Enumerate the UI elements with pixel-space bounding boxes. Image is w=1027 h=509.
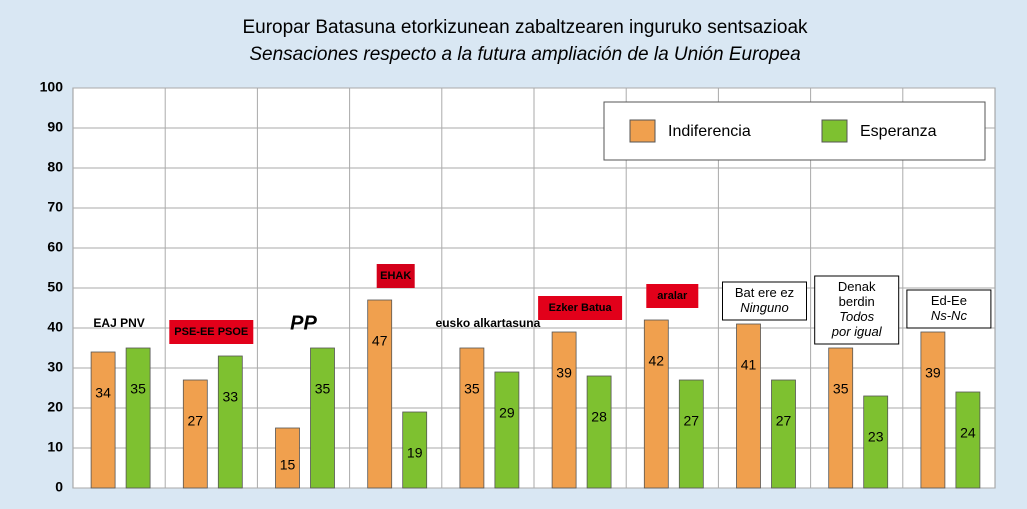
bar: [402, 411, 428, 489]
category-logo-bg: [169, 320, 254, 344]
category-logo-bg: [538, 296, 623, 320]
value-label: 42: [649, 353, 665, 369]
value-label: 47: [372, 333, 388, 349]
bar: [310, 347, 335, 489]
bar: [920, 331, 946, 489]
value-label: 24: [960, 425, 976, 441]
bar: [551, 331, 577, 489]
value-label: 27: [188, 413, 204, 429]
category-label: Ninguno: [740, 300, 788, 315]
value-label: 35: [833, 381, 849, 397]
bar: [736, 323, 761, 489]
category-label: Ns-Nc: [931, 308, 968, 323]
bar: [459, 347, 485, 489]
value-label: 27: [776, 413, 792, 429]
y-tick-label: 10: [47, 439, 63, 455]
category-logo: Ezker Batua: [549, 302, 613, 314]
value-label: 15: [280, 457, 296, 473]
category-logo: PSE-EE PSOE: [174, 326, 248, 338]
chart-subtitle: Sensaciones respecto a la futura ampliac…: [249, 44, 800, 65]
category-logo: aralar: [657, 290, 688, 302]
category-box: [814, 275, 900, 345]
bar: [275, 427, 300, 489]
category-logo-bg: [646, 284, 699, 308]
bar: [863, 395, 889, 489]
legend-swatch: [629, 119, 656, 143]
bar: [217, 355, 243, 489]
category-logo-bg: [376, 264, 415, 288]
bar: [771, 379, 796, 489]
category-label: berdin: [839, 294, 875, 309]
value-label: 35: [464, 381, 480, 397]
bar: [90, 351, 116, 489]
bar: [678, 379, 704, 489]
category-label: por igual: [831, 324, 883, 339]
value-label: 29: [499, 405, 515, 421]
category-label: Ed-Ee: [931, 293, 967, 308]
value-label: 28: [591, 409, 607, 425]
legend-label: Esperanza: [860, 123, 937, 140]
y-tick-label: 90: [47, 119, 63, 135]
value-label: 19: [407, 445, 423, 461]
category-box: [722, 281, 807, 321]
bar: [125, 347, 151, 489]
category-label: Bat ere ez: [735, 285, 794, 300]
chart-title: Europar Batasuna etorkizunean zabaltzear…: [242, 17, 808, 38]
value-label: 33: [223, 389, 239, 405]
value-label: 41: [741, 357, 757, 373]
bar: [586, 375, 612, 489]
value-label: 23: [868, 429, 884, 445]
value-label: 39: [556, 365, 572, 381]
category-logo: EHAK: [380, 270, 411, 282]
bar: [955, 391, 981, 489]
value-label: 27: [684, 413, 700, 429]
y-tick-label: 20: [47, 399, 63, 415]
y-tick-label: 60: [47, 239, 63, 255]
bar: [828, 347, 854, 489]
y-tick-label: 50: [47, 279, 63, 295]
legend-box: [603, 101, 986, 161]
value-label: 35: [130, 381, 146, 397]
y-tick-label: 30: [47, 359, 63, 375]
y-tick-label: 70: [47, 199, 63, 215]
category-logo: EAJ PNV: [93, 316, 144, 330]
category-logo: eusko alkartasuna: [436, 316, 541, 330]
category-box: [906, 289, 992, 329]
y-tick-label: 40: [47, 319, 63, 335]
category-logo: PP: [290, 312, 317, 334]
bar: [643, 319, 669, 489]
category-label: Todos: [839, 309, 874, 324]
bar: [182, 379, 208, 489]
legend-swatch: [821, 119, 848, 143]
value-label: 39: [925, 365, 941, 381]
bar: [367, 299, 393, 489]
legend-label: Indiferencia: [668, 123, 751, 140]
value-label: 35: [315, 381, 331, 397]
y-tick-label: 0: [55, 479, 63, 495]
category-label: Denak: [838, 279, 876, 294]
y-tick-label: 80: [47, 159, 63, 175]
y-tick-label: 100: [40, 79, 64, 95]
bar: [494, 371, 520, 489]
value-label: 34: [95, 385, 111, 401]
